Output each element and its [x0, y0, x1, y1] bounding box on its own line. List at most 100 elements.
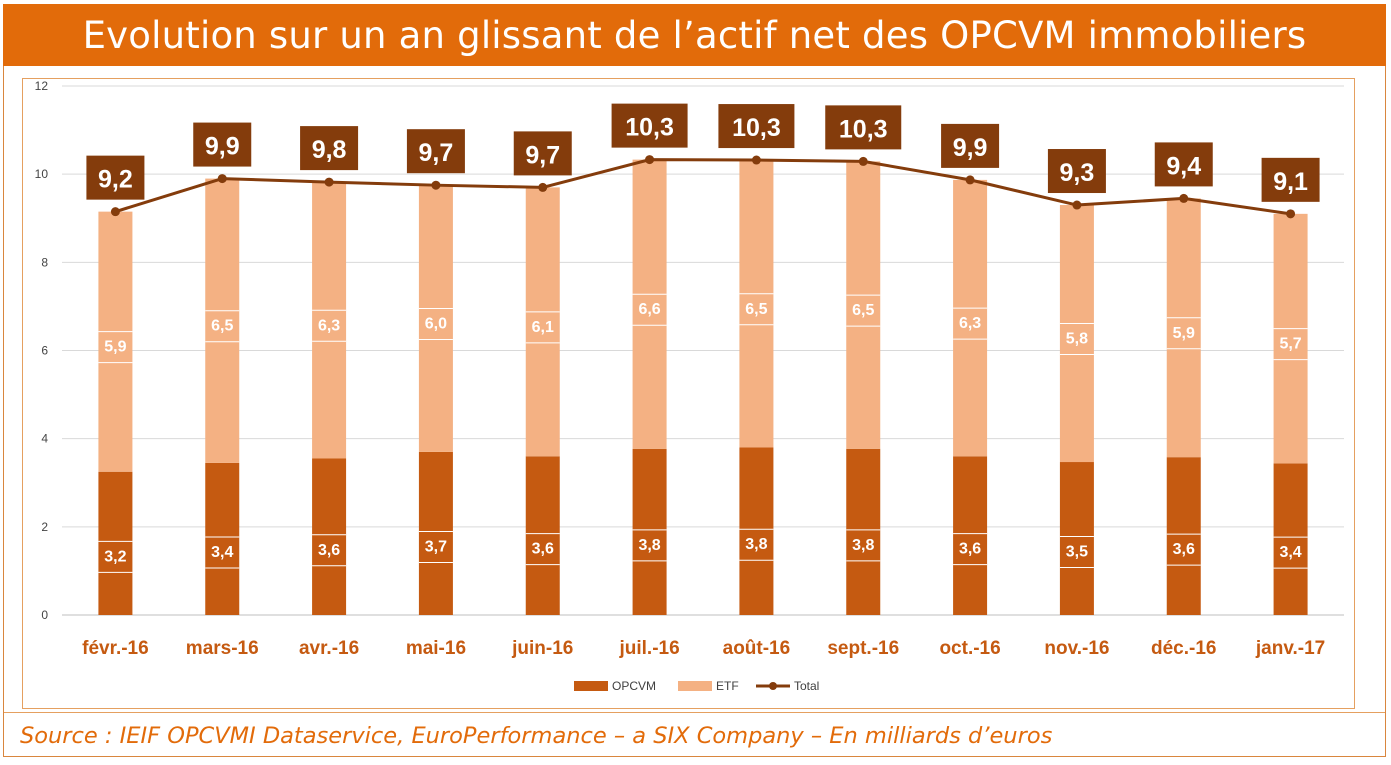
data-label-total-box	[941, 123, 1000, 168]
x-tick-label: avr.-16	[299, 638, 359, 659]
bar-opcvm	[205, 462, 240, 615]
point-total	[645, 155, 655, 165]
chart-title: Evolution sur un an glissant de l’actif …	[82, 13, 1307, 57]
x-tick-label: déc.-16	[1151, 638, 1216, 659]
data-label-etf: 6,5	[745, 301, 767, 318]
x-tick-label: sept.-16	[827, 638, 899, 659]
data-label-etf: 6,3	[959, 315, 981, 332]
bar-etf	[1273, 213, 1308, 464]
data-label-total-box	[825, 105, 902, 150]
data-label-total: 10,3	[732, 114, 781, 142]
data-label-total: 10,3	[625, 114, 674, 142]
data-label-total: 9,1	[1273, 168, 1308, 196]
x-tick-label: juin-16	[511, 638, 573, 659]
data-label-opcvm: 3,6	[318, 542, 340, 559]
data-label-etf: 5,8	[1066, 331, 1088, 348]
title-bar: Evolution sur un an glissant de l’actif …	[3, 4, 1386, 66]
data-label-etf: 6,6	[638, 301, 660, 318]
y-tick-label: 4	[41, 432, 48, 446]
data-label-total-box	[406, 129, 465, 174]
data-label-opcvm: 3,6	[532, 541, 554, 558]
stacked-bar-line-chart: 0 2 4 6 8 10 12 3,2 5,9 févr.-16 3,4 6,5 mars-16 3,6 6…	[35, 79, 1344, 693]
data-label-opcvm: 3,5	[1066, 544, 1088, 561]
data-label-opcvm: 3,4	[1279, 544, 1301, 561]
plot-area-border	[22, 78, 1355, 709]
data-label-total-box	[300, 126, 359, 171]
bar-opcvm	[1166, 457, 1201, 615]
point-total	[538, 182, 548, 192]
bar-opcvm	[418, 451, 453, 615]
source-note: Source : IEIF OPCVMI Dataservice, EuroPe…	[20, 723, 1053, 749]
x-tick-label: juil.-16	[618, 638, 679, 659]
data-label-total-box	[718, 104, 795, 149]
data-label-total: 10,3	[839, 115, 888, 143]
legend-swatch-etf	[678, 681, 712, 691]
bar-opcvm	[312, 458, 347, 615]
bar-etf	[418, 185, 453, 452]
data-label-total-box	[1261, 157, 1320, 202]
data-label-opcvm: 3,7	[425, 538, 447, 555]
bar-opcvm	[739, 447, 774, 615]
point-total	[1286, 209, 1296, 219]
bar-etf	[1059, 205, 1094, 463]
data-label-opcvm: 3,8	[745, 536, 767, 553]
bar-opcvm	[525, 456, 560, 615]
data-label-total: 9,7	[525, 141, 560, 169]
data-label-opcvm: 3,6	[1173, 541, 1195, 558]
data-label-etf: 6,1	[532, 319, 554, 336]
legend-label-total: Total	[794, 679, 819, 693]
legend-swatch-opcvm	[574, 681, 608, 691]
data-label-total-box	[611, 103, 688, 148]
data-label-etf: 5,9	[1173, 325, 1195, 342]
point-total	[431, 180, 441, 190]
footer: Source : IEIF OPCVMI Dataservice, EuroPe…	[4, 712, 1385, 757]
bar-opcvm	[1059, 462, 1094, 615]
point-total	[217, 174, 227, 184]
bar-opcvm	[953, 456, 988, 615]
x-tick-label: mai-16	[406, 638, 466, 659]
data-label-total: 9,2	[98, 166, 133, 194]
data-label-total: 9,7	[419, 139, 454, 167]
y-tick-label: 6	[41, 344, 48, 358]
data-label-etf: 5,9	[104, 339, 126, 356]
x-tick-label: mars-16	[186, 638, 259, 659]
x-tick-label: févr.-16	[82, 638, 149, 659]
data-label-total-box	[86, 155, 145, 200]
bar-etf	[98, 211, 133, 472]
y-tick-label: 0	[41, 608, 48, 622]
data-label-opcvm: 3,4	[211, 544, 233, 561]
data-label-total: 9,8	[312, 136, 347, 164]
series-line-total	[114, 158, 1291, 216]
data-label-total-box	[193, 122, 252, 167]
data-label-total-box	[513, 131, 572, 176]
data-label-etf: 6,0	[425, 316, 447, 333]
bar-etf	[953, 179, 988, 457]
data-label-etf: 5,7	[1279, 336, 1301, 353]
x-tick-label: août-16	[723, 638, 791, 659]
data-label-total-box	[1047, 149, 1106, 194]
x-tick-label: oct.-16	[939, 638, 1000, 659]
data-label-opcvm: 3,2	[104, 548, 126, 565]
data-label-opcvm: 3,8	[638, 537, 660, 554]
bar-etf	[205, 178, 240, 463]
bar-etf	[632, 159, 667, 449]
legend-label-opcvm: OPCVM	[612, 679, 656, 693]
y-tick-label: 2	[41, 520, 48, 534]
data-label-opcvm: 3,6	[959, 541, 981, 558]
y-tick-label: 8	[41, 255, 48, 269]
bar-etf	[1166, 198, 1201, 458]
point-total	[751, 155, 761, 165]
bar-opcvm	[98, 471, 133, 615]
point-total	[1072, 200, 1082, 210]
data-label-opcvm: 3,8	[852, 537, 874, 554]
bar-opcvm	[1273, 463, 1308, 615]
y-tick-label: 12	[35, 79, 49, 93]
y-tick-label: 10	[35, 167, 49, 181]
data-label-etf: 6,3	[318, 317, 340, 334]
data-label-etf: 6,5	[211, 318, 233, 335]
data-label-total: 9,9	[205, 133, 240, 161]
data-label-total: 9,4	[1166, 152, 1201, 180]
point-total	[965, 175, 975, 185]
data-label-total: 9,3	[1060, 159, 1095, 187]
bar-etf	[525, 187, 560, 457]
